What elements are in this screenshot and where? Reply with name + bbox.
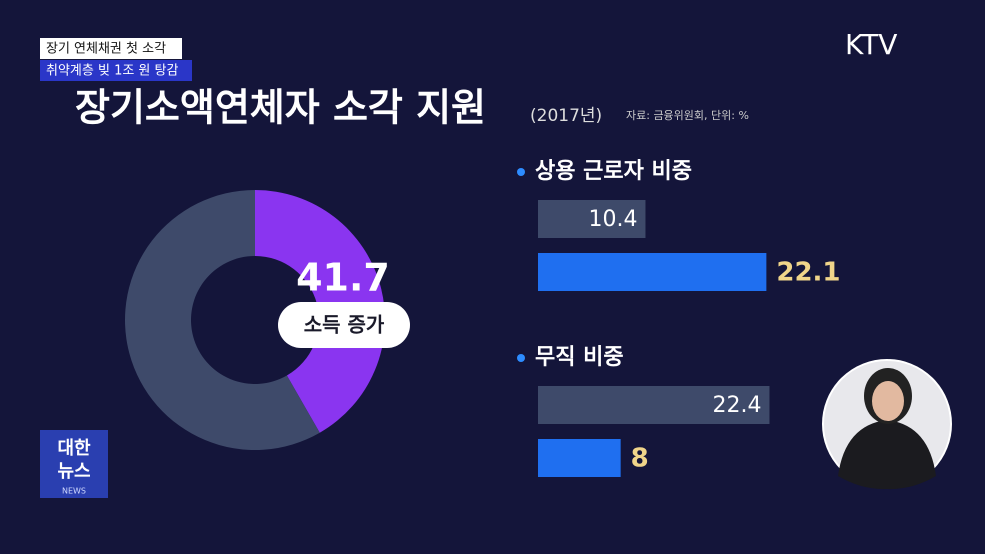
category-label: 상용 근로자 비중 [535, 159, 692, 184]
segment-label: 소득 증가 [304, 313, 385, 337]
caption-box [40, 60, 192, 81]
bullet [517, 168, 525, 176]
interpreter [822, 359, 952, 490]
label-pill [278, 302, 410, 348]
chart-title: 장기소액연체자 소각 지원 [75, 86, 486, 130]
news-logo: NEWS [62, 487, 86, 496]
caption-box [40, 38, 182, 59]
source-note: 자료: 금융위원회, 단위: % [626, 109, 749, 122]
value-label: 10.4 [588, 207, 637, 232]
value-label: 8 [631, 444, 649, 474]
interpreter-face [872, 381, 904, 421]
news-logo: 대한 [57, 438, 91, 459]
caption-line: 취약계층 빚 1조 원 탕감 [46, 64, 178, 79]
news-logo: 뉴스 [57, 461, 90, 482]
channel-logo: KTV [845, 28, 897, 61]
value-label: 41.7 [296, 256, 390, 300]
bar [538, 253, 767, 291]
bar [538, 439, 621, 477]
value-label: 22.4 [712, 393, 761, 418]
bar [538, 200, 646, 238]
news-logo-box [40, 430, 108, 498]
category-label: 무직 비중 [535, 345, 624, 370]
bar [538, 386, 770, 424]
bullet [517, 354, 525, 362]
value-label: 22.1 [776, 258, 840, 288]
chart-subtitle: (2017년) [530, 106, 602, 126]
donut-segment [124, 190, 320, 450]
interpreter-body [838, 420, 936, 490]
caption-line: 장기 연체채권 첫 소각 [46, 42, 166, 57]
